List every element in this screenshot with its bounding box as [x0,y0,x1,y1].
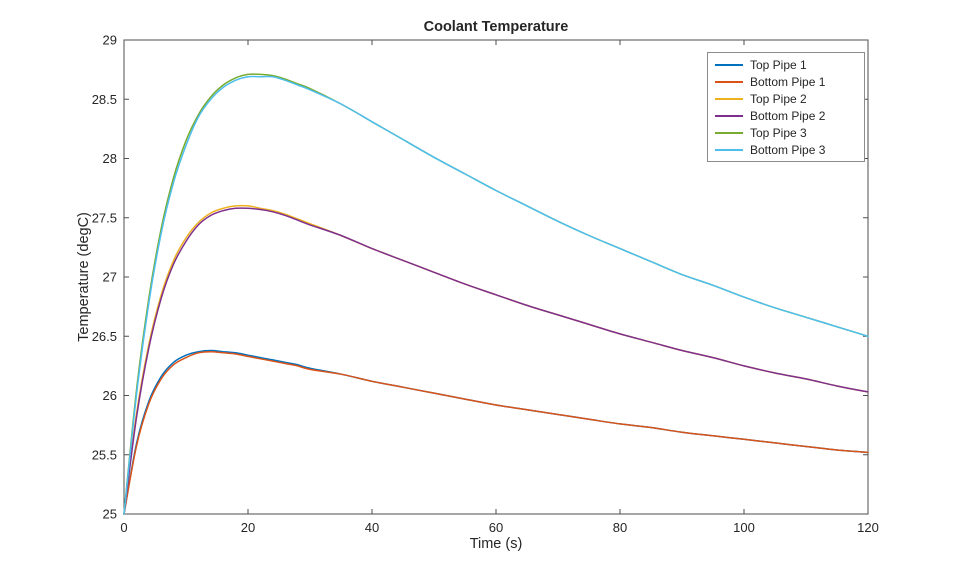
legend-entry-top-pipe-3: Top Pipe 3 [708,124,864,141]
x-tick-label-20: 20 [241,520,255,535]
x-tick-label-60: 60 [489,520,503,535]
x-tick-label-120: 120 [857,520,879,535]
x-tick-label-80: 80 [613,520,627,535]
y-tick-label-26: 26 [103,388,117,403]
y-tick-label-27.5: 27.5 [92,210,117,225]
legend-line-sample-stroke [715,114,743,117]
legend-entry-top-pipe-1: Top Pipe 1 [708,56,864,73]
legend-entry-bottom-pipe-3: Bottom Pipe 3 [708,141,864,158]
legend-line-sample [715,131,743,134]
x-tick-label-40: 40 [365,520,379,535]
legend-label: Top Pipe 1 [750,57,807,72]
legend: Top Pipe 1 Bottom Pipe 1 Top Pipe 2 Bottom … [707,52,865,162]
x-axis-label: Time (s) [469,536,523,552]
y-tick-label-29: 29 [103,33,117,48]
legend-label: Top Pipe 2 [750,91,807,106]
legend-line-sample [715,80,743,83]
series-line-bottom-pipe-1 [123,350,869,515]
legend-entry-top-pipe-2: Top Pipe 2 [708,90,864,107]
y-tick-label-25: 25 [103,507,117,522]
series-line-bottom-pipe-2 [123,207,869,515]
series-line-bottom-pipe-3 [123,75,869,515]
legend-entry-bottom-pipe-2: Bottom Pipe 2 [708,107,864,124]
legend-line-sample-stroke [715,97,743,100]
y-tick-label-26.5: 26.5 [92,329,117,344]
y-tick-label-25.5: 25.5 [92,447,117,462]
legend-line-sample [715,97,743,100]
y-tick-label-28: 28 [103,151,117,166]
x-tick-label-0: 0 [120,520,127,535]
series-line-top-pipe-1 [123,349,869,515]
chart-title: Coolant Temperature [423,19,569,35]
legend-line-sample-stroke [715,63,743,66]
legend-line-sample [715,114,743,117]
legend-line-sample-stroke [715,148,743,151]
y-axis-label: Temperature (degC) [76,212,92,342]
legend-label: Bottom Pipe 3 [750,142,826,157]
series-line-top-pipe-2 [123,204,869,515]
legend-label: Top Pipe 3 [750,125,807,140]
x-tick-label-100: 100 [733,520,755,535]
legend-line-sample [715,63,743,66]
legend-line-sample-stroke [715,80,743,83]
legend-entry-bottom-pipe-1: Bottom Pipe 1 [708,73,864,90]
legend-line-sample-stroke [715,131,743,134]
y-tick-label-28.5: 28.5 [92,92,117,107]
legend-label: Bottom Pipe 1 [750,74,826,89]
legend-label: Bottom Pipe 2 [750,108,826,123]
y-tick-label-27: 27 [103,270,117,285]
legend-line-sample [715,148,743,151]
